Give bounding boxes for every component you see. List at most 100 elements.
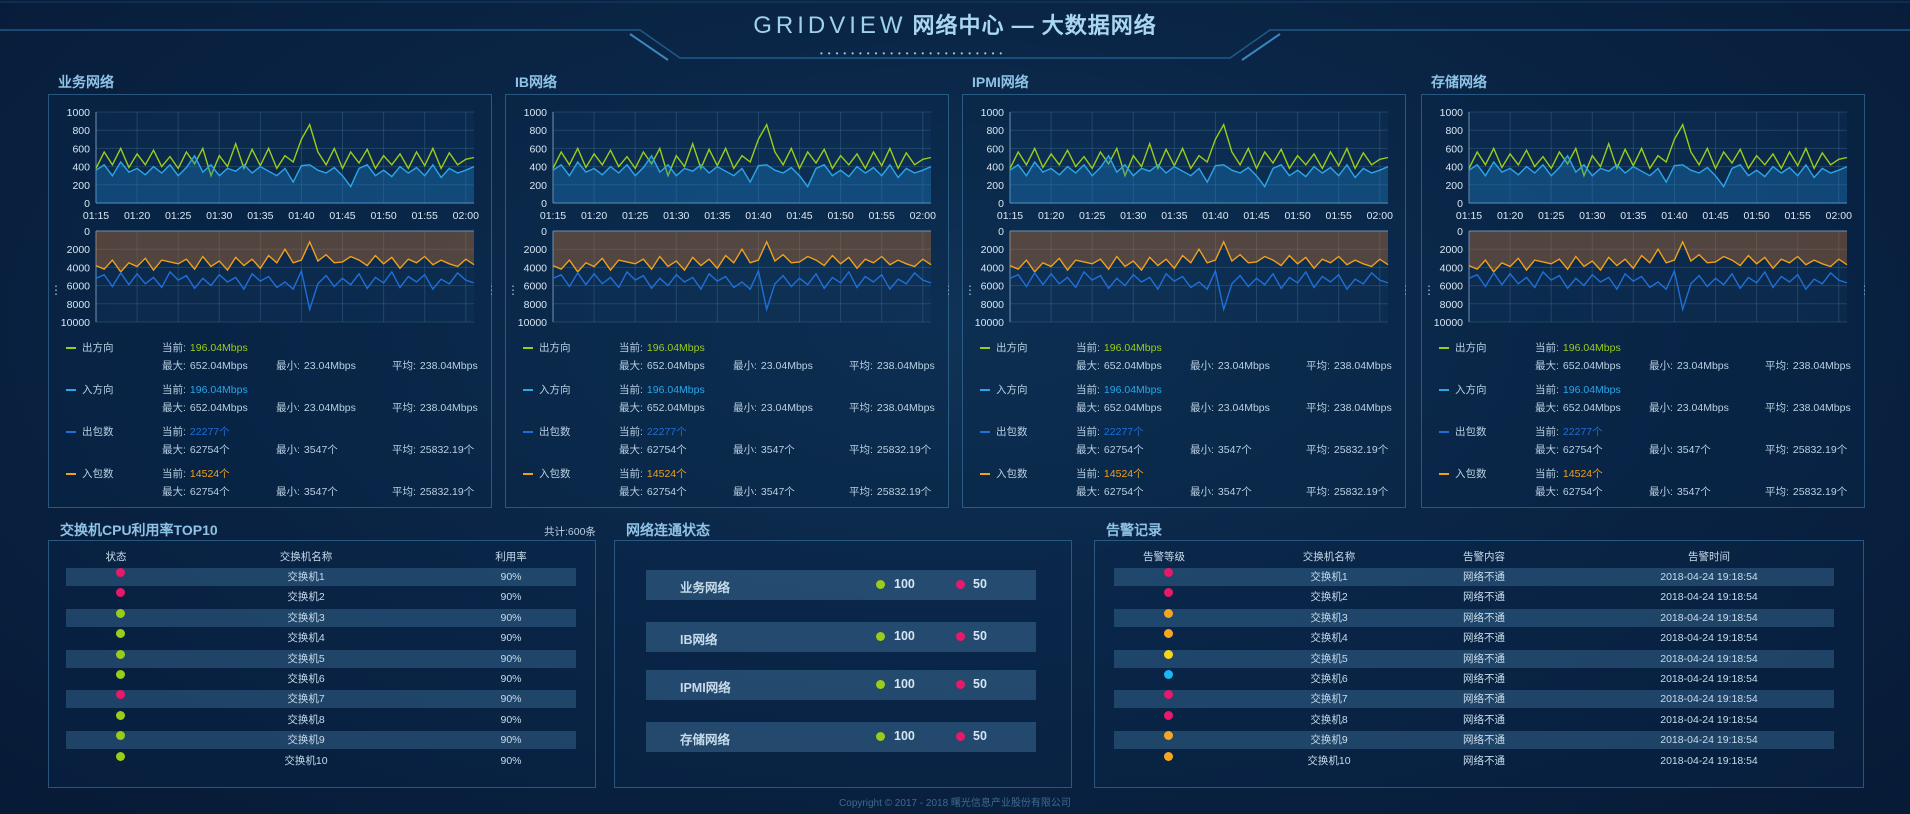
legend-stat-value: 652.04Mbps — [189, 402, 248, 414]
connectivity-row[interactable]: IPMI网络 100 50 — [646, 670, 1036, 700]
y-tick-label: 200 — [72, 180, 90, 192]
usage-cell: 90% — [500, 611, 522, 624]
table-row[interactable]: 交换机10 90% — [66, 751, 576, 770]
y-tick-label: 1000 — [1440, 107, 1464, 119]
y-tick-label: 4000 — [981, 262, 1005, 274]
packets-in-area — [553, 231, 931, 272]
x-tick-label: 01:40 — [288, 210, 314, 222]
legend-stat-value: 62754个 — [1103, 444, 1144, 456]
legend-stat-value: 25832.19个 — [419, 444, 475, 456]
legend-stat-value: 25832.19个 — [1333, 444, 1389, 456]
table-row[interactable]: 交换机7 90% — [66, 690, 576, 709]
connectivity-row[interactable]: 存储网络 100 50 — [646, 722, 1036, 752]
legend-stat-value: 238.04Mbps — [876, 360, 935, 372]
legend-stat-label: 最小: — [276, 444, 300, 456]
legend-stat-label: 平均: — [849, 360, 873, 372]
ok-status-dot-icon — [876, 732, 885, 741]
legend-stat: 平均: 238.04Mbps — [1306, 358, 1392, 373]
legend-stat-label: 平均: — [849, 444, 873, 456]
legend-stat: 最大: 62754个 — [162, 442, 230, 457]
packets-plot-area — [553, 231, 931, 322]
table-row[interactable]: 交换机4 90% — [66, 629, 576, 647]
legend-current-label: 当前: — [619, 426, 643, 438]
table-row[interactable]: 交换机6 90% — [66, 670, 576, 688]
legend-item: 出方向 — [66, 340, 114, 355]
alarm-time-cell: 2018-04-24 19:18:54 — [1660, 734, 1758, 747]
table-row[interactable]: 交换机3 90% — [66, 608, 576, 627]
switch-name-cell: 交换机2 — [1310, 591, 1348, 604]
legend-item: 入方向 — [523, 382, 571, 397]
x-tick-label: 01:55 — [1785, 210, 1811, 222]
switch-name-cell: 交换机5 — [287, 652, 325, 665]
column-header: 状态 — [105, 551, 127, 563]
legend-label: 入方向 — [1455, 384, 1487, 396]
alarm-time-cell: 2018-04-24 19:18:54 — [1660, 591, 1758, 604]
legend-current: 当前: 196.04Mbps — [619, 340, 705, 355]
legend-stat-label: 最小: — [276, 486, 300, 498]
x-tick-label: 01:20 — [1038, 210, 1064, 222]
legend-swatch — [1439, 389, 1449, 392]
y-tick-label: 800 — [529, 125, 547, 137]
usage-cell: 90% — [500, 673, 522, 685]
legend-current: 当前: 196.04Mbps — [1076, 382, 1162, 397]
x-tick-label: 01:50 — [370, 210, 396, 222]
table-row[interactable]: 交换机8 90% — [66, 710, 576, 729]
ok-status-dot-icon — [876, 580, 885, 589]
x-tick-label: 01:40 — [1661, 210, 1687, 222]
connectivity-row[interactable]: 业务网络 100 50 — [646, 570, 1036, 600]
table-row[interactable]: 交换机2 90% — [66, 588, 576, 606]
table-row[interactable]: 交换机3 网络不通 2018-04-24 19:18:54 — [1114, 608, 1834, 627]
legend-stat-label: 平均: — [1306, 402, 1330, 414]
bandwidth-in-area — [96, 155, 474, 203]
legend-stat-label: 平均: — [1765, 402, 1789, 414]
y-tick-label: 4000 — [524, 262, 548, 274]
x-tick-label: 01:40 — [745, 210, 771, 222]
alarm-level-dot-icon — [1164, 710, 1173, 720]
legend-stat-label: 最大: — [619, 402, 643, 414]
x-tick-label: 01:55 — [412, 210, 438, 222]
column-header: 告警内容 — [1463, 551, 1505, 563]
connectivity-panel-title: 网络连通状态 — [626, 522, 710, 538]
legend-current-label: 当前: — [1535, 384, 1559, 396]
legend-stat-value: 3547个 — [760, 444, 795, 456]
table-row[interactable]: 交换机7 网络不通 2018-04-24 19:18:54 — [1114, 690, 1834, 709]
alarm-content-cell: 网络不通 — [1463, 611, 1505, 624]
legend-stat: 最小: 3547个 — [276, 442, 338, 457]
table-row[interactable]: 交换机9 网络不通 2018-04-24 19:18:54 — [1114, 731, 1834, 750]
table-row[interactable]: 交换机6 网络不通 2018-04-24 19:18:54 — [1114, 670, 1834, 688]
alarm-time-cell: 2018-04-24 19:18:54 — [1660, 673, 1758, 685]
table-row[interactable]: 交换机1 网络不通 2018-04-24 19:18:54 — [1114, 568, 1834, 586]
connectivity-row[interactable]: IB网络 100 50 — [646, 622, 1036, 652]
table-row[interactable]: 交换机5 网络不通 2018-04-24 19:18:54 — [1114, 649, 1834, 668]
usage-cell: 90% — [500, 693, 522, 706]
table-row[interactable]: 交换机8 网络不通 2018-04-24 19:18:54 — [1114, 710, 1834, 729]
bandwidth-plot-area — [553, 112, 931, 203]
legend-swatch — [980, 431, 990, 434]
table-row[interactable]: 交换机9 90% — [66, 731, 576, 750]
cpu-panel-frame — [48, 540, 596, 788]
legend-swatch — [523, 473, 533, 476]
legend-stat-label: 平均: — [1306, 360, 1330, 372]
legend-current: 当前: 196.04Mbps — [619, 382, 705, 397]
connectivity-panel-frame — [614, 540, 1072, 788]
alarm-content-cell: 网络不通 — [1463, 693, 1505, 706]
switch-name-cell: 交换机8 — [287, 713, 325, 726]
legend-stat-label: 最小: — [733, 402, 757, 414]
alarm-panel-title: 告警记录 — [1106, 522, 1162, 538]
table-row[interactable]: 交换机4 网络不通 2018-04-24 19:18:54 — [1114, 629, 1834, 647]
x-tick-label: 02:00 — [910, 210, 936, 222]
x-tick-label: 01:30 — [206, 210, 232, 222]
legend-stat-label: 最大: — [619, 486, 643, 498]
legend-stat-label: 最小: — [1190, 486, 1214, 498]
ok-count: 100 — [894, 677, 915, 691]
ok-count: 100 — [894, 577, 915, 591]
table-row[interactable]: 交换机1 90% — [66, 568, 576, 586]
legend-stat-label: 最小: — [1190, 444, 1214, 456]
legend-stat: 平均: 25832.19个 — [1306, 484, 1388, 499]
table-row[interactable]: 交换机10 网络不通 2018-04-24 19:18:54 — [1114, 751, 1834, 770]
legend-stat-value: 25832.19个 — [876, 444, 932, 456]
table-row[interactable]: 交换机5 90% — [66, 649, 576, 668]
table-row[interactable]: 交换机2 网络不通 2018-04-24 19:18:54 — [1114, 588, 1834, 606]
header: GRIDVIEW 网络中心 — 大数据网络 •••••••••••••••••••… — [0, 0, 1910, 62]
